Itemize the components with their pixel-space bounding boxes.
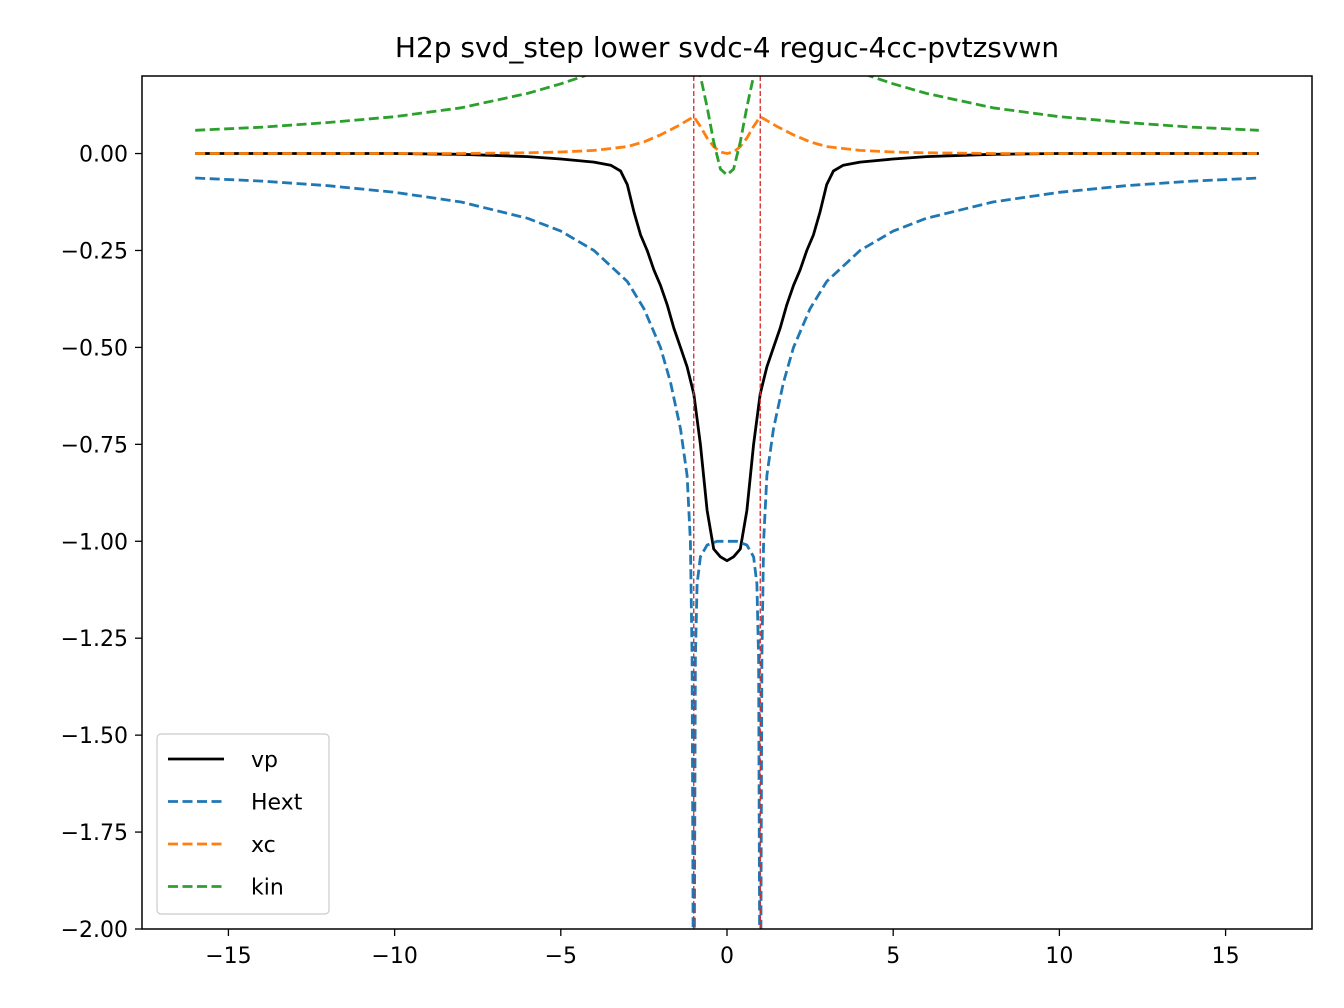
legend: vp Hext xc kin	[156, 733, 330, 915]
y-tick-label: −0.25	[61, 239, 128, 264]
x-tick-label: −10	[371, 944, 417, 969]
legend-label-kin: kin	[251, 876, 284, 901]
chart-title: H2p svd_step lower svdc-4 reguc-4cc-pvtz…	[395, 31, 1059, 64]
plot-frame	[141, 75, 1313, 930]
y-tick-label: −0.50	[61, 336, 128, 361]
series-line-hext	[195, 176, 1259, 929]
y-tick-label: −1.25	[61, 627, 128, 652]
series-layer	[195, 76, 1259, 929]
legend-label-hext: Hext	[251, 791, 303, 816]
y-tick-label: −2.00	[61, 918, 128, 943]
tick-layer: −15 −10 −5 0 5 10 15 0.00 −0.25 −0.50 −0.75 −1.00 −1…	[61, 143, 1240, 969]
legend-label-xc: xc	[251, 833, 276, 858]
x-tick-label: 5	[886, 944, 900, 969]
series-line-vp	[195, 152, 1259, 563]
x-tick-label: 10	[1045, 944, 1073, 969]
legend-label-vp: vp	[251, 748, 278, 773]
x-tick-label: −5	[545, 944, 577, 969]
y-tick-label: −0.75	[61, 433, 128, 458]
y-tick-label: −1.50	[61, 724, 128, 749]
series-line-kin	[195, 76, 1259, 177]
x-tick-label: 15	[1212, 944, 1240, 969]
y-tick-label: −1.00	[61, 530, 128, 555]
legend-box	[156, 733, 330, 915]
y-tick-label: 0.00	[79, 143, 128, 168]
x-tick-label: 0	[720, 944, 734, 969]
y-tick-label: −1.75	[61, 821, 128, 846]
series-line-xc	[195, 115, 1259, 155]
x-tick-label: −15	[205, 944, 251, 969]
